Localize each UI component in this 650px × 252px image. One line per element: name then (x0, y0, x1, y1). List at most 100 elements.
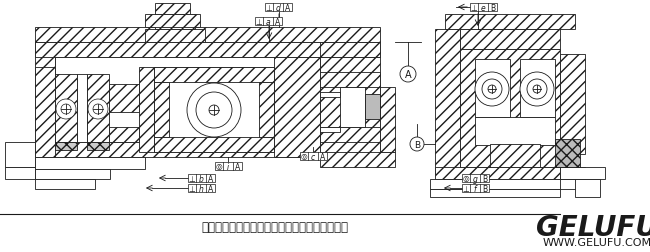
Bar (320, 128, 340, 133)
Circle shape (61, 105, 71, 115)
Bar (550, 167, 585, 179)
Text: ◎: ◎ (301, 152, 307, 161)
Bar (462, 174, 489, 182)
Bar (145, 15, 200, 28)
Bar (490, 144, 540, 167)
Bar (255, 18, 282, 26)
Circle shape (56, 100, 76, 119)
Text: ⊥: ⊥ (266, 4, 272, 12)
Text: b: b (198, 174, 203, 183)
Text: B: B (414, 140, 420, 149)
Bar (87, 142, 109, 150)
Circle shape (533, 86, 541, 94)
Bar (462, 184, 489, 192)
Bar (35, 68, 55, 158)
Text: f: f (474, 184, 476, 193)
Bar (155, 4, 190, 15)
Bar (35, 179, 95, 189)
Bar (435, 30, 460, 174)
Bar (35, 43, 380, 58)
Circle shape (520, 73, 554, 107)
Text: A: A (285, 4, 290, 12)
Circle shape (187, 84, 241, 137)
Bar (320, 128, 380, 142)
Text: 单级谐波传动组件安装时的位置公差要求示意图: 单级谐波传动组件安装时的位置公差要求示意图 (202, 220, 348, 234)
Text: h: h (198, 184, 203, 193)
Bar (445, 15, 575, 30)
Text: ◎: ◎ (463, 174, 469, 183)
Bar (265, 4, 292, 12)
Bar (109, 128, 139, 142)
Text: c: c (311, 152, 315, 161)
Text: A: A (275, 17, 280, 26)
Circle shape (93, 105, 103, 115)
Text: WWW.GELUFU.COM: WWW.GELUFU.COM (543, 237, 650, 247)
Circle shape (88, 100, 108, 119)
Bar (55, 58, 320, 142)
Bar (274, 58, 320, 158)
Text: A: A (320, 152, 325, 161)
Circle shape (410, 137, 424, 151)
Bar (320, 93, 340, 98)
Text: A: A (235, 162, 240, 171)
Circle shape (482, 80, 502, 100)
Bar (215, 162, 242, 170)
Bar (77, 75, 87, 142)
Bar (430, 189, 560, 197)
Text: g: g (473, 174, 478, 183)
Bar (35, 142, 380, 158)
Bar (460, 50, 560, 167)
Text: B: B (490, 4, 495, 12)
Text: ⊥: ⊥ (188, 184, 195, 193)
Bar (55, 75, 77, 142)
Bar (430, 179, 560, 189)
Text: ⊥: ⊥ (255, 17, 263, 26)
Bar (555, 179, 580, 189)
Bar (35, 169, 110, 179)
Bar (380, 88, 395, 152)
Text: ⊥: ⊥ (188, 174, 195, 183)
Circle shape (209, 106, 219, 115)
Circle shape (475, 73, 509, 107)
Bar (35, 43, 55, 142)
Bar (109, 85, 139, 113)
Bar (154, 137, 274, 152)
Circle shape (488, 86, 496, 94)
Text: B: B (482, 184, 487, 193)
Bar (320, 58, 380, 158)
Bar (145, 30, 205, 43)
Bar (259, 83, 274, 137)
Bar (365, 94, 380, 119)
Bar (555, 139, 580, 167)
Bar (320, 152, 395, 167)
Text: B: B (482, 174, 487, 183)
Text: i: i (227, 162, 229, 171)
Bar (560, 55, 585, 154)
Bar (320, 73, 380, 88)
Text: ⊥: ⊥ (463, 184, 469, 193)
Bar (475, 60, 510, 117)
Bar (139, 68, 154, 152)
Bar (154, 83, 169, 137)
Bar (5, 167, 35, 179)
Circle shape (400, 67, 416, 83)
Bar (154, 68, 274, 152)
Bar (575, 179, 600, 197)
Bar (35, 158, 145, 169)
Bar (520, 60, 555, 117)
Bar (188, 174, 215, 182)
Bar (87, 75, 109, 142)
Circle shape (196, 93, 232, 129)
Text: ◎: ◎ (216, 162, 222, 171)
Text: A: A (208, 184, 213, 193)
Bar (155, 15, 195, 30)
Bar (460, 30, 560, 50)
Bar (188, 184, 215, 192)
Bar (35, 28, 380, 43)
Bar (55, 142, 77, 150)
Text: GELUFU: GELUFU (536, 213, 650, 241)
Text: A: A (208, 174, 213, 183)
Text: A: A (405, 70, 411, 80)
Text: d: d (276, 4, 280, 12)
Bar (154, 68, 274, 83)
